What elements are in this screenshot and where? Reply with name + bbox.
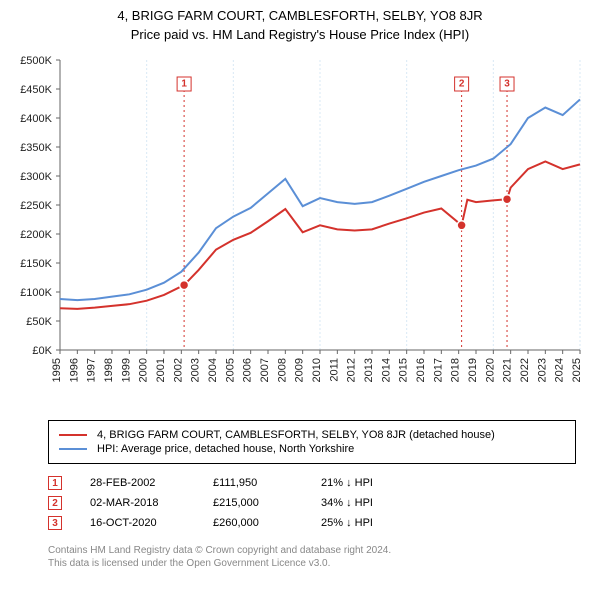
svg-text:2003: 2003 <box>190 358 202 382</box>
svg-text:£200K: £200K <box>20 229 52 241</box>
svg-text:£450K: £450K <box>20 84 52 96</box>
svg-text:1997: 1997 <box>86 358 98 382</box>
svg-text:2005: 2005 <box>224 358 236 382</box>
chart-title-2: Price paid vs. HM Land Registry's House … <box>10 27 590 42</box>
event-marker: 2 <box>48 496 62 510</box>
event-row: 1 28-FEB-2002 £111,950 21% ↓ HPI <box>48 476 576 490</box>
svg-text:2021: 2021 <box>502 358 514 382</box>
svg-text:2015: 2015 <box>398 358 410 382</box>
svg-text:£300K: £300K <box>20 171 52 183</box>
svg-text:1999: 1999 <box>120 358 132 382</box>
svg-text:2014: 2014 <box>380 358 392 382</box>
svg-text:2009: 2009 <box>294 358 306 382</box>
svg-text:2007: 2007 <box>259 358 271 382</box>
svg-text:2000: 2000 <box>138 358 150 382</box>
svg-text:1996: 1996 <box>68 358 80 382</box>
legend-label: 4, BRIGG FARM COURT, CAMBLESFORTH, SELBY… <box>97 429 495 441</box>
event-date: 16-OCT-2020 <box>90 517 185 529</box>
svg-text:£400K: £400K <box>20 113 52 125</box>
svg-text:2013: 2013 <box>363 358 375 382</box>
event-row: 2 02-MAR-2018 £215,000 34% ↓ HPI <box>48 496 576 510</box>
svg-text:2019: 2019 <box>467 358 479 382</box>
event-vs-hpi: 21% ↓ HPI <box>321 477 411 489</box>
event-marker: 3 <box>48 516 62 530</box>
event-price: £260,000 <box>213 517 293 529</box>
svg-text:2017: 2017 <box>432 358 444 382</box>
svg-text:2004: 2004 <box>207 358 219 382</box>
svg-text:2025: 2025 <box>571 358 583 382</box>
event-vs-hpi: 34% ↓ HPI <box>321 497 411 509</box>
svg-text:£250K: £250K <box>20 200 52 212</box>
event-date: 02-MAR-2018 <box>90 497 185 509</box>
legend-swatch <box>59 434 87 436</box>
svg-text:2002: 2002 <box>172 358 184 382</box>
svg-text:2006: 2006 <box>242 358 254 382</box>
svg-text:£100K: £100K <box>20 287 52 299</box>
chart-plot: £0K £50K £100K £150K £200K £250K £300K £350K £40… <box>10 50 590 410</box>
svg-text:2010: 2010 <box>311 358 323 382</box>
legend-row: HPI: Average price, detached house, Nort… <box>59 443 565 455</box>
copyright: Contains HM Land Registry data © Crown c… <box>48 544 576 570</box>
svg-text:2023: 2023 <box>536 358 548 382</box>
copyright-line-2: This data is licensed under the Open Gov… <box>48 557 576 570</box>
chart-container: 4, BRIGG FARM COURT, CAMBLESFORTH, SELBY… <box>0 0 600 578</box>
event-price: £215,000 <box>213 497 293 509</box>
event-date: 28-FEB-2002 <box>90 477 185 489</box>
event-marker: 1 <box>48 476 62 490</box>
svg-text:2008: 2008 <box>276 358 288 382</box>
legend-label: HPI: Average price, detached house, Nort… <box>97 443 354 455</box>
chart-title-1: 4, BRIGG FARM COURT, CAMBLESFORTH, SELBY… <box>10 8 590 23</box>
svg-text:2018: 2018 <box>450 358 462 382</box>
svg-text:1995: 1995 <box>51 358 63 382</box>
svg-text:2: 2 <box>459 79 465 90</box>
svg-text:2001: 2001 <box>155 358 167 382</box>
svg-text:£500K: £500K <box>20 55 52 67</box>
svg-text:2024: 2024 <box>554 358 566 382</box>
svg-text:2016: 2016 <box>415 358 427 382</box>
svg-text:£150K: £150K <box>20 258 52 270</box>
events-table: 1 28-FEB-2002 £111,950 21% ↓ HPI 2 02-MAR-201… <box>48 476 576 530</box>
svg-text:1: 1 <box>181 79 187 90</box>
svg-text:2020: 2020 <box>484 358 496 382</box>
svg-text:1998: 1998 <box>103 358 115 382</box>
legend-row: 4, BRIGG FARM COURT, CAMBLESFORTH, SELBY… <box>59 429 565 441</box>
legend-swatch <box>59 448 87 450</box>
svg-text:£0K: £0K <box>32 345 52 357</box>
svg-text:£350K: £350K <box>20 142 52 154</box>
svg-text:2011: 2011 <box>328 358 340 382</box>
svg-text:3: 3 <box>504 79 510 90</box>
svg-text:2012: 2012 <box>346 358 358 382</box>
event-price: £111,950 <box>213 477 293 489</box>
svg-text:2022: 2022 <box>519 358 531 382</box>
legend: 4, BRIGG FARM COURT, CAMBLESFORTH, SELBY… <box>48 420 576 464</box>
event-row: 3 16-OCT-2020 £260,000 25% ↓ HPI <box>48 516 576 530</box>
copyright-line-1: Contains HM Land Registry data © Crown c… <box>48 544 576 557</box>
svg-text:£50K: £50K <box>26 316 52 328</box>
event-vs-hpi: 25% ↓ HPI <box>321 517 411 529</box>
chart-svg: £0K £50K £100K £150K £200K £250K £300K £350K £40… <box>10 50 590 410</box>
